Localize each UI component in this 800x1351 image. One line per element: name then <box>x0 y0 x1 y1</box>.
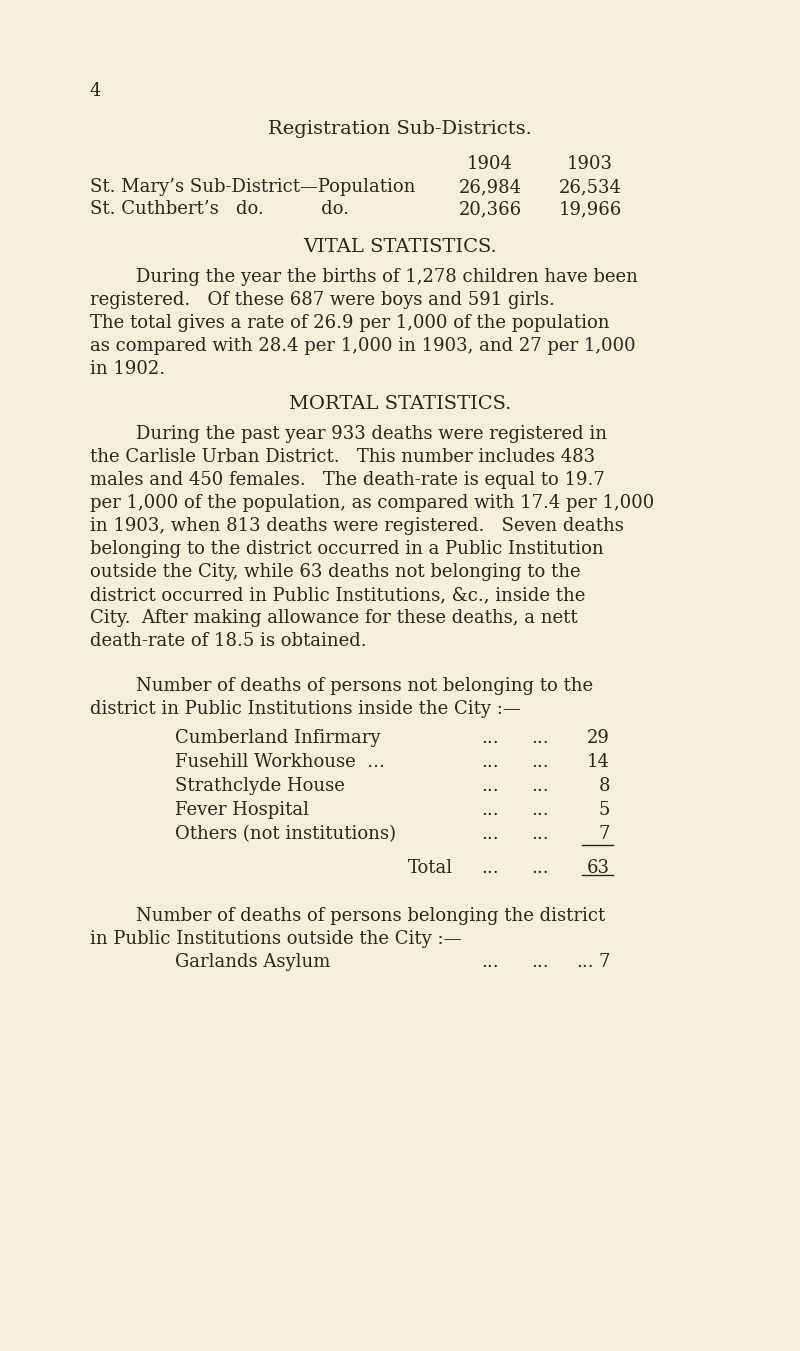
Text: males and 450 females.   The death-rate is equal to 19.7: males and 450 females. The death-rate is… <box>90 471 605 489</box>
Text: ...: ... <box>531 753 549 771</box>
Text: ...: ... <box>481 801 499 819</box>
Text: ...: ... <box>531 952 549 971</box>
Text: ...: ... <box>531 777 549 794</box>
Text: ...: ... <box>481 952 499 971</box>
Text: 26,984: 26,984 <box>458 178 522 196</box>
Text: 7: 7 <box>598 825 610 843</box>
Text: ...: ... <box>481 777 499 794</box>
Text: Cumberland Infirmary: Cumberland Infirmary <box>175 730 381 747</box>
Text: ...: ... <box>576 952 594 971</box>
Text: 7: 7 <box>598 952 610 971</box>
Text: Number of deaths of persons belonging the district: Number of deaths of persons belonging th… <box>90 907 606 925</box>
Text: ...: ... <box>531 825 549 843</box>
Text: 26,534: 26,534 <box>558 178 622 196</box>
Text: St. Mary’s Sub-District—Population: St. Mary’s Sub-District—Population <box>90 178 415 196</box>
Text: belonging to the district occurred in a Public Institution: belonging to the district occurred in a … <box>90 540 604 558</box>
Text: During the year the births of 1,278 children have been: During the year the births of 1,278 chil… <box>90 267 638 286</box>
Text: 29: 29 <box>587 730 610 747</box>
Text: 8: 8 <box>598 777 610 794</box>
Text: 1904: 1904 <box>467 155 513 173</box>
Text: During the past year 933 deaths were registered in: During the past year 933 deaths were reg… <box>90 426 607 443</box>
Text: 14: 14 <box>587 753 610 771</box>
Text: ...: ... <box>531 859 549 877</box>
Text: ...: ... <box>481 825 499 843</box>
Text: 63: 63 <box>587 859 610 877</box>
Text: death-rate of 18.5 is obtained.: death-rate of 18.5 is obtained. <box>90 632 366 650</box>
Text: Fusehill Workhouse  ...: Fusehill Workhouse ... <box>175 753 385 771</box>
Text: ...: ... <box>531 730 549 747</box>
Text: ...: ... <box>481 753 499 771</box>
Text: Registration Sub-Districts.: Registration Sub-Districts. <box>268 120 532 138</box>
Text: in Public Institutions outside the City :—: in Public Institutions outside the City … <box>90 929 462 948</box>
Text: Number of deaths of persons not belonging to the: Number of deaths of persons not belongin… <box>90 677 593 694</box>
Text: registered.   Of these 687 were boys and 591 girls.: registered. Of these 687 were boys and 5… <box>90 290 555 309</box>
Text: ...: ... <box>531 801 549 819</box>
Text: The total gives a rate of 26.9 per 1,000 of the population: The total gives a rate of 26.9 per 1,000… <box>90 313 610 332</box>
Text: VITAL STATISTICS.: VITAL STATISTICS. <box>303 238 497 255</box>
Text: City.  After making allowance for these deaths, a nett: City. After making allowance for these d… <box>90 609 578 627</box>
Text: Strathclyde House: Strathclyde House <box>175 777 345 794</box>
Text: 1903: 1903 <box>567 155 613 173</box>
Text: the Carlisle Urban District.   This number includes 483: the Carlisle Urban District. This number… <box>90 449 595 466</box>
Text: 19,966: 19,966 <box>558 200 622 218</box>
Text: 4: 4 <box>90 82 102 100</box>
Text: in 1902.: in 1902. <box>90 359 165 378</box>
Text: Total: Total <box>407 859 453 877</box>
Text: in 1903, when 813 deaths were registered.   Seven deaths: in 1903, when 813 deaths were registered… <box>90 517 624 535</box>
Text: MORTAL STATISTICS.: MORTAL STATISTICS. <box>289 394 511 413</box>
Text: Others (not institutions): Others (not institutions) <box>175 825 396 843</box>
Text: district occurred in Public Institutions, &c., inside the: district occurred in Public Institutions… <box>90 586 586 604</box>
Text: outside the City, while 63 deaths not belonging to the: outside the City, while 63 deaths not be… <box>90 563 581 581</box>
Text: ...: ... <box>481 730 499 747</box>
Text: Garlands Asylum: Garlands Asylum <box>175 952 330 971</box>
Text: district in Public Institutions inside the City :—: district in Public Institutions inside t… <box>90 700 521 717</box>
Text: per 1,000 of the population, as compared with 17.4 per 1,000: per 1,000 of the population, as compared… <box>90 494 654 512</box>
Text: as compared with 28.4 per 1,000 in 1903, and 27 per 1,000: as compared with 28.4 per 1,000 in 1903,… <box>90 336 636 355</box>
Text: St. Cuthbert’s   do.          do.: St. Cuthbert’s do. do. <box>90 200 349 218</box>
Text: 20,366: 20,366 <box>458 200 522 218</box>
Text: Fever Hospital: Fever Hospital <box>175 801 309 819</box>
Text: 5: 5 <box>598 801 610 819</box>
Text: ...: ... <box>481 859 499 877</box>
